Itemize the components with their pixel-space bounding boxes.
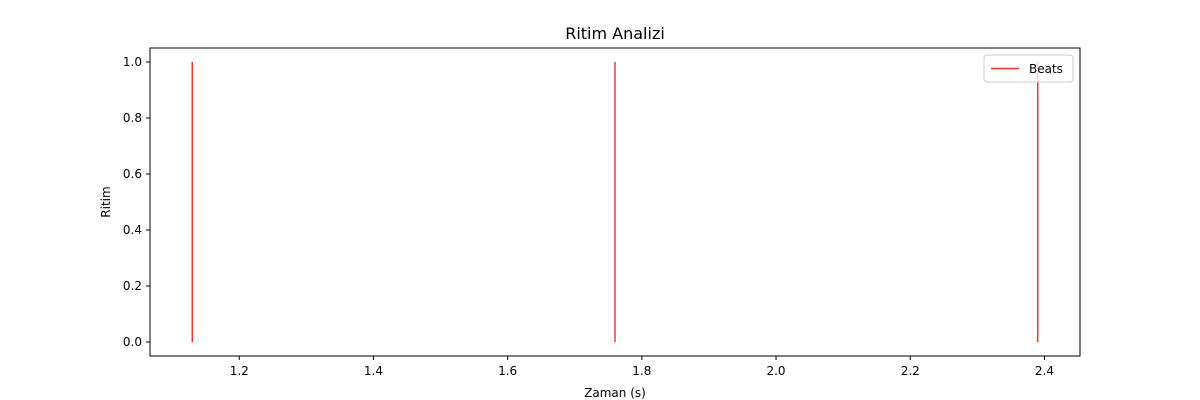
x-tick-label: 2.2	[901, 364, 920, 378]
x-tick-label: 1.2	[230, 364, 249, 378]
y-tick-label: 0.6	[123, 167, 142, 181]
plot-area	[191, 62, 1039, 342]
x-tick-label: 1.6	[498, 364, 517, 378]
y-tick-label: 1.0	[123, 55, 142, 69]
x-tick-label: 1.8	[632, 364, 651, 378]
y-tick-label: 0.0	[123, 335, 142, 349]
legend-box	[983, 54, 1074, 83]
y-tick-label: 0.2	[123, 279, 142, 293]
y-tick-label: 0.4	[123, 223, 142, 237]
legend-label-beats: Beats	[1029, 62, 1063, 76]
y-tick-label: 0.8	[123, 111, 142, 125]
y-axis-ticks: 0.0 0.2 0.4 0.6 0.8 1.0	[123, 55, 150, 349]
x-tick-label: 1.4	[364, 364, 383, 378]
legend: Beats	[983, 54, 1074, 83]
x-axis-ticks: 1.2 1.4 1.6 1.8 2.0 2.2 2.4	[230, 356, 1054, 378]
chart-title: Ritim Analizi	[565, 24, 665, 43]
y-axis-title: Ritim	[99, 186, 113, 217]
x-axis-title: Zaman (s)	[584, 386, 646, 400]
x-tick-label: 2.4	[1035, 364, 1054, 378]
x-tick-label: 2.0	[766, 364, 785, 378]
plot-frame	[149, 47, 1081, 357]
